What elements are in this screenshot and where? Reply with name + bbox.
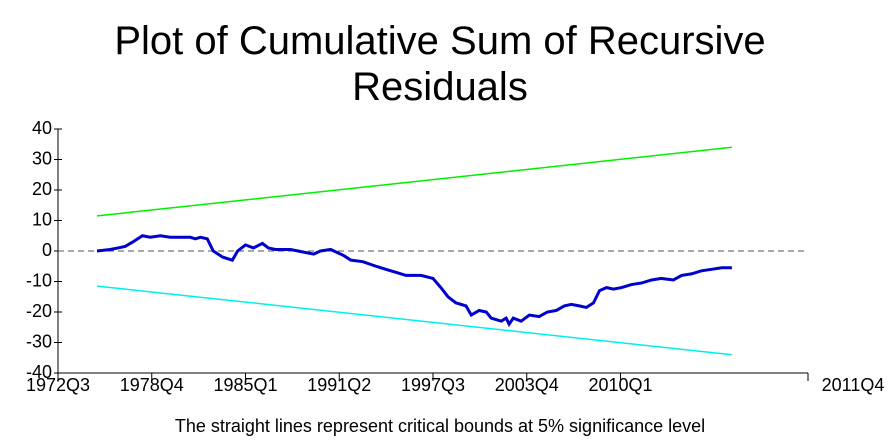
series-line <box>96 285 732 356</box>
x-tick-label: 1985Q1 <box>213 375 277 395</box>
x-tick-label: 2011Q4 <box>822 375 885 395</box>
y-tick-label: 30 <box>32 148 52 168</box>
x-tick-label: 1978Q4 <box>120 375 184 395</box>
y-tick-label: -20 <box>26 301 52 321</box>
y-tick-label: 0 <box>42 240 52 260</box>
y-tick-label: 10 <box>32 209 52 229</box>
chart-title: Plot of Cumulative Sum of Recursive Resi… <box>114 19 766 109</box>
y-tick-label: -30 <box>26 331 52 351</box>
x-tick-label: 1991Q2 <box>307 375 371 395</box>
chart-note: The straight lines represent critical bo… <box>175 416 705 436</box>
series-line <box>96 146 732 217</box>
x-tick-label: 1972Q3 <box>26 375 90 395</box>
x-tick-label: 2003Q4 <box>495 375 559 395</box>
series-line <box>96 234 732 328</box>
x-tick-label: 1997Q3 <box>401 375 465 395</box>
y-tick-label: 40 <box>32 118 52 138</box>
y-tick-label: -40 <box>26 362 52 382</box>
y-tick-label: 20 <box>32 179 52 199</box>
x-tick-label: 2010Q1 <box>588 375 652 395</box>
y-tick-label: -10 <box>26 270 52 290</box>
